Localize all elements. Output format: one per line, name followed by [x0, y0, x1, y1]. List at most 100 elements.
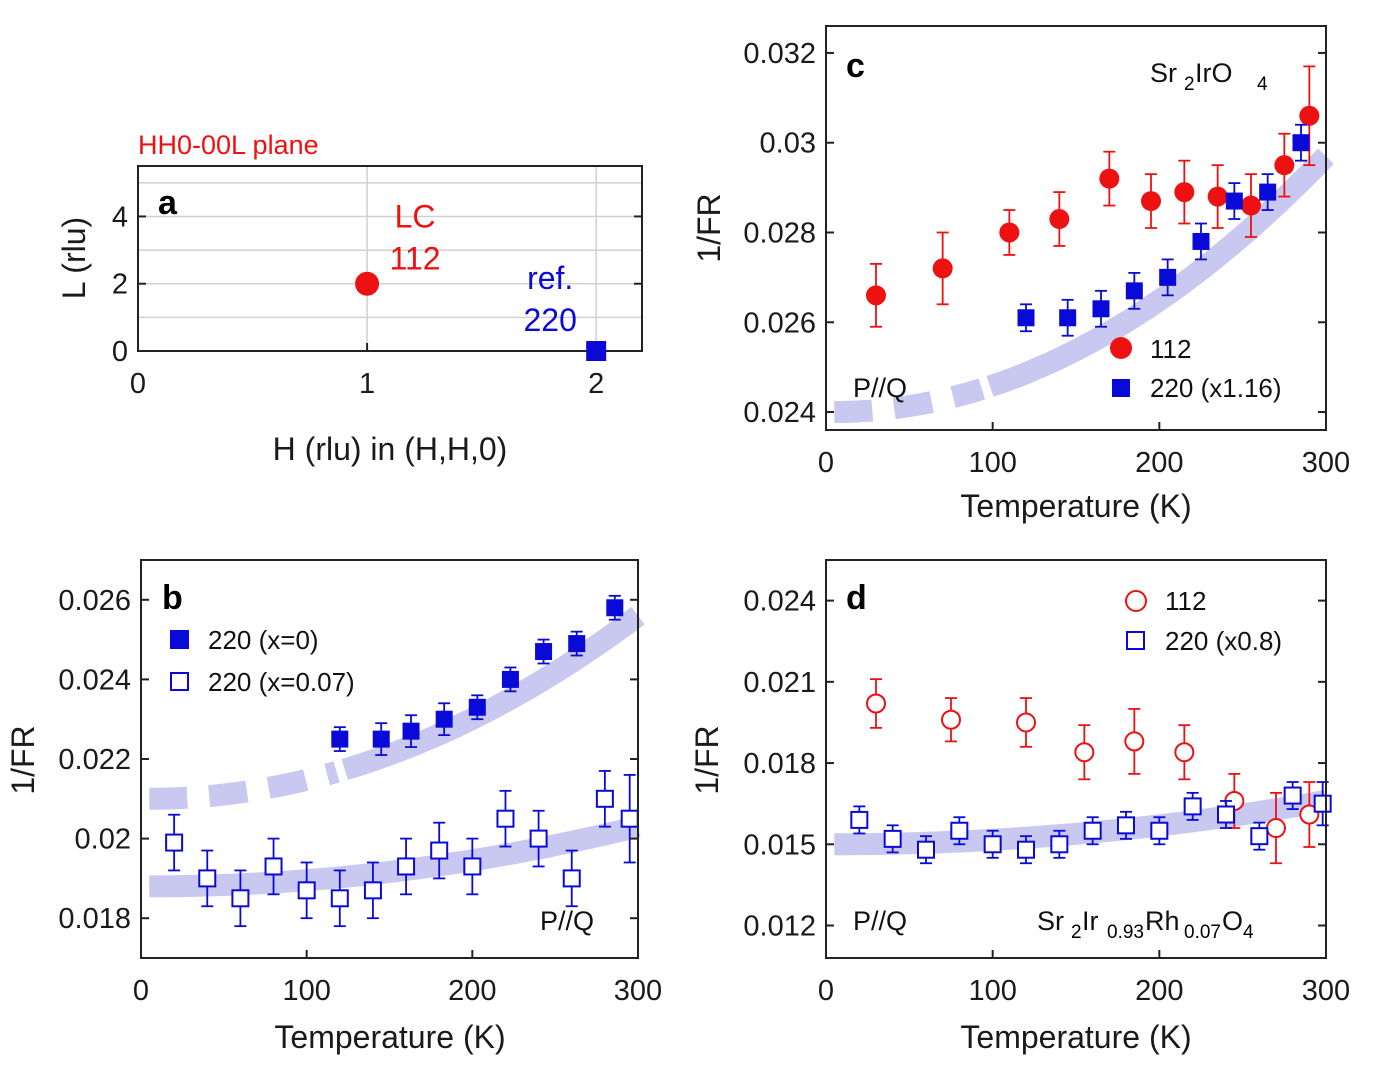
panel-c-annotation: P//Q — [853, 373, 907, 403]
panel-c-xlabel: Temperature (K) — [960, 488, 1191, 524]
x-tick-label: 2 — [588, 368, 604, 400]
panel-c-title-sub1: 2 — [1184, 74, 1195, 95]
data-point-square — [468, 698, 486, 716]
data-point-circle — [1207, 186, 1228, 207]
panel-c-frame — [825, 25, 1327, 431]
data-point-open-square — [883, 829, 902, 848]
data-point-open-square — [950, 821, 969, 840]
x-tick-label: 1 — [359, 368, 375, 400]
y-tick-label: 0.024 — [743, 397, 816, 429]
data-point-square — [1017, 309, 1035, 327]
band-dashed-0 — [834, 378, 986, 424]
panel-d-ylabel: 1/FR — [689, 725, 725, 794]
point-ref-220 — [586, 341, 607, 361]
data-point-square — [331, 730, 349, 748]
data-point-square — [606, 599, 624, 617]
panel-c-title: Sr 2 IrO 4 — [1150, 58, 1268, 95]
legend-c-item-2: 220 (x1.16) — [1150, 373, 1282, 403]
legend-b-item-2: 220 (x=0.07) — [208, 667, 355, 697]
x-tick-label: 200 — [448, 975, 496, 1007]
x-tick-label: 200 — [1135, 975, 1183, 1007]
data-point-open-square — [165, 833, 184, 852]
data-point-open-square — [1183, 797, 1202, 816]
data-point-circle — [932, 258, 953, 279]
data-point-open-square — [496, 809, 515, 828]
svg-text:0.93: 0.93 — [1107, 922, 1144, 943]
data-point-open-square — [1083, 821, 1102, 840]
data-point-circle — [1049, 209, 1070, 230]
panel-b-letter: b — [162, 579, 183, 617]
data-point-open-square — [595, 789, 614, 808]
data-point-square — [1259, 183, 1277, 201]
data-point-circle — [1099, 168, 1120, 189]
data-point-open-square — [1250, 827, 1269, 846]
svg-text:2: 2 — [1071, 922, 1082, 943]
band-solid-0 — [341, 606, 645, 781]
y-tick-label: 0.021 — [743, 667, 816, 699]
y-tick-label: 0.024 — [743, 586, 816, 618]
data-point-open-circle — [1266, 818, 1286, 839]
y-tick-label: 0.022 — [58, 744, 131, 776]
legend-c-square-icon — [1112, 379, 1130, 397]
band-solid-0 — [986, 148, 1334, 397]
data-point-open-square — [850, 810, 869, 829]
data-point-open-circle — [1074, 742, 1095, 763]
data-point-square — [1192, 232, 1210, 250]
data-point-open-square — [264, 857, 283, 876]
panel-c-title-sr: Sr — [1150, 58, 1177, 88]
panel-d: d 0 100 200 300 0.012 0.015 0.018 0.021 0.024 11… — [689, 559, 1350, 1055]
y-tick-label: 0.032 — [743, 38, 816, 70]
svg-text:0.07: 0.07 — [1184, 922, 1221, 943]
band-solid-1 — [149, 815, 641, 898]
data-point-open-square — [463, 857, 482, 876]
svg-text:4: 4 — [1243, 922, 1254, 943]
data-point-open-square — [1150, 821, 1169, 840]
data-point-square — [1159, 268, 1177, 286]
panel-b-ylabel: 1/FR — [5, 725, 41, 794]
data-point-square — [372, 730, 390, 748]
data-point-open-square — [198, 869, 217, 888]
data-point-square — [568, 635, 586, 653]
x-tick-label: 0 — [818, 447, 834, 479]
x-tick-label: 100 — [282, 975, 330, 1007]
data-point-square — [402, 722, 420, 740]
data-point-open-square — [620, 809, 639, 828]
data-point-open-square — [330, 889, 349, 908]
panel-a-letter: a — [158, 184, 178, 222]
legend-b-open-square-icon — [170, 672, 189, 691]
panel-c-letter: c — [846, 47, 865, 85]
data-point-circle — [1274, 155, 1295, 176]
data-point-square — [1292, 134, 1310, 152]
panel-d-letter: d — [846, 579, 867, 617]
data-point-open-square — [983, 835, 1002, 854]
data-point-open-square — [430, 841, 449, 860]
point-label-top-0: LC — [395, 199, 436, 235]
y-tick-label: 0.012 — [743, 911, 816, 943]
x-tick-label: 300 — [1302, 447, 1350, 479]
y-tick-label: 0.018 — [58, 903, 131, 935]
data-point-square — [1225, 192, 1243, 210]
data-point-open-square — [917, 840, 935, 859]
legend-d-square-icon — [1126, 631, 1145, 650]
svg-text:Sr: Sr — [1037, 906, 1064, 936]
data-point-circle — [866, 285, 886, 306]
svg-text:O: O — [1222, 906, 1243, 936]
legend-d-circle-icon — [1125, 590, 1147, 612]
data-point-open-square — [397, 857, 416, 876]
y-tick-label: 0.026 — [743, 307, 816, 339]
data-point-open-square — [297, 881, 316, 900]
svg-text:Rh: Rh — [1145, 906, 1180, 936]
legend-c-item-1: 112 — [1150, 334, 1191, 364]
data-point-square — [435, 710, 453, 728]
data-point-square — [535, 643, 553, 661]
legend-b-item-1: 220 (x=0) — [208, 625, 319, 655]
panel-c-ylabel: 1/FR — [691, 193, 727, 262]
data-point-open-square — [529, 829, 548, 848]
panel-b-annotation: P//Q — [540, 906, 594, 936]
x-tick-label: 300 — [614, 975, 662, 1007]
panel-d-frame — [825, 559, 1327, 959]
legend-b-filled-square-icon — [170, 630, 189, 649]
data-point-open-circle — [866, 693, 886, 714]
data-point-circle — [1174, 182, 1195, 203]
